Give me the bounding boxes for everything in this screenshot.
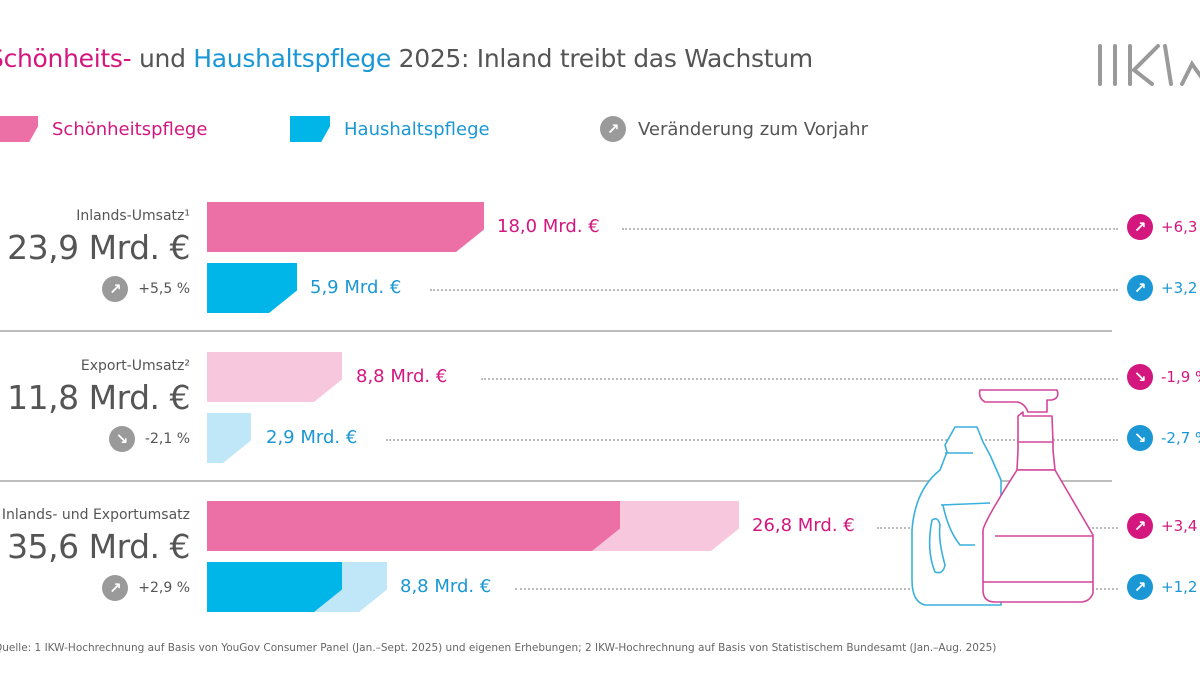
legend-label: Veränderung zum Vorjahr — [638, 118, 868, 140]
group-change-value: -2,1 % — [144, 431, 190, 447]
group-total: 35,6 Mrd. € — [7, 527, 190, 566]
bar-beauty — [207, 352, 342, 402]
legend-swatch-household — [290, 116, 330, 142]
bar-value-label: 26,8 Mrd. € — [752, 515, 855, 536]
bar-value-label: 2,9 Mrd. € — [266, 427, 358, 448]
legend-beauty: Schönheitspflege — [0, 116, 207, 142]
bar-change: ↘ -1,9 % — [1127, 364, 1200, 390]
bar-change-value: +3,4 — [1161, 517, 1198, 535]
divider — [0, 330, 1112, 332]
group-change: ↘ -2,1 % — [108, 426, 190, 452]
ikw-logo — [1098, 44, 1200, 86]
bar-change-value: +6,3 — [1161, 218, 1198, 236]
group-total: 23,9 Mrd. € — [7, 228, 190, 267]
arrow-up-right-icon: ↗ — [1127, 275, 1153, 301]
bar-change-value: -2,7 % — [1161, 429, 1200, 447]
bar-household — [207, 263, 297, 313]
arrow-up-right-icon: ↗ — [102, 276, 129, 302]
bar-change: ↗ +6,3 — [1127, 214, 1197, 240]
bar-change-value: -1,9 % — [1161, 368, 1200, 386]
arrow-up-right-icon: ↗ — [600, 116, 626, 142]
bar-value-label: 5,9 Mrd. € — [310, 277, 402, 298]
legend-household: Haushaltspflege — [290, 116, 490, 142]
leader-dots — [481, 378, 1118, 380]
bar-change: ↗ +3,2 — [1127, 275, 1197, 301]
title-household: Haushaltspflege — [193, 44, 391, 73]
group-change: ↗ +2,9 % — [102, 575, 190, 601]
bar-value-label: 18,0 Mrd. € — [497, 216, 600, 237]
bar-inland-household — [207, 562, 342, 612]
chart-title: Schönheits- und Haushaltspflege 2025: In… — [0, 44, 813, 73]
group-label: Inlands-Umsatz¹ — [76, 208, 190, 224]
arrow-up-right-icon: ↗ — [102, 575, 129, 601]
title-rest: 2025: Inland treibt das Wachstum — [390, 44, 814, 73]
group-change-value: +2,9 % — [138, 580, 190, 596]
bar-value-label: 8,8 Mrd. € — [400, 576, 492, 597]
bar-value-label: 8,8 Mrd. € — [356, 366, 448, 387]
arrow-down-right-icon: ↘ — [1127, 364, 1153, 390]
group-label: Inlands- und Exportumsatz — [1, 507, 190, 523]
bar-change-value: +3,2 — [1161, 279, 1198, 297]
bar-household — [207, 413, 251, 463]
title-and: und — [131, 44, 194, 73]
bar-change: ↘ -2,7 % — [1127, 425, 1200, 451]
legend-label: Schönheitspflege — [52, 118, 208, 140]
title-beauty: Schönheits- — [0, 44, 132, 73]
legend-change: ↗ Veränderung zum Vorjahr — [600, 116, 868, 142]
footnote: Quelle: 1 IKW-Hochrechnung auf Basis von… — [0, 642, 997, 654]
leader-dots — [515, 588, 1118, 590]
group-change-value: +5,5 % — [138, 281, 190, 297]
bar-change-value: +1,2 — [1161, 578, 1198, 596]
arrow-up-right-icon: ↗ — [1127, 214, 1153, 240]
legend-label: Haushaltspflege — [344, 118, 490, 140]
bar-inland-beauty — [207, 501, 620, 551]
arrow-up-right-icon: ↗ — [1127, 513, 1153, 539]
leader-dots — [622, 228, 1118, 230]
bar-change: ↗ +1,2 — [1127, 574, 1197, 600]
group-change: ↗ +5,5 % — [102, 276, 190, 302]
legend-swatch-beauty — [0, 116, 38, 142]
bar-beauty — [207, 202, 484, 252]
group-label: Export-Umsatz² — [80, 358, 190, 374]
bar-change: ↗ +3,4 — [1127, 513, 1197, 539]
group-total: 11,8 Mrd. € — [7, 378, 190, 417]
leader-dots — [430, 289, 1118, 291]
arrow-up-right-icon: ↗ — [1127, 574, 1153, 600]
arrow-down-right-icon: ↘ — [1127, 425, 1153, 451]
bottles-illustration — [911, 389, 1094, 606]
leader-dots — [386, 439, 1118, 441]
divider — [0, 480, 1112, 482]
arrow-down-right-icon: ↘ — [108, 426, 135, 452]
